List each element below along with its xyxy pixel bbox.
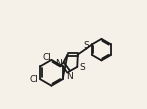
Text: N: N <box>66 72 73 81</box>
Text: N: N <box>55 59 62 68</box>
Text: S: S <box>83 41 89 50</box>
Text: Cl: Cl <box>43 53 52 62</box>
Text: S: S <box>80 63 85 72</box>
Text: Cl: Cl <box>30 75 39 84</box>
